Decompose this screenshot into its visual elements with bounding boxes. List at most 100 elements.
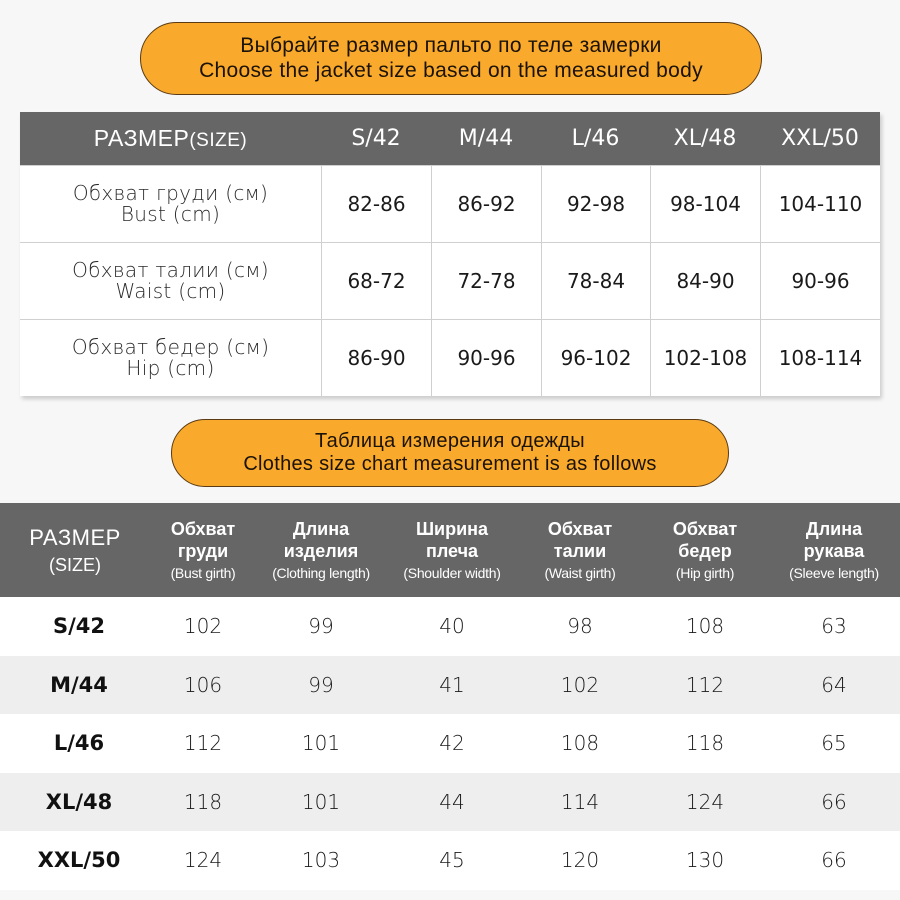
row-label-en: Bust (cm)	[120, 202, 221, 226]
header-ru-line2: изделия	[283, 540, 359, 561]
banner-text-en: Clothes size chart measurement is as fol…	[243, 453, 657, 475]
table-cell: 104-110	[760, 166, 880, 242]
header-en: (Hip girth)	[675, 565, 735, 582]
header-en: (Shoulder width)	[403, 565, 501, 582]
row-label-en: Waist (cm)	[115, 279, 226, 303]
row-label-ru: Обхват бедер (см)	[71, 335, 270, 359]
table-cell: 118	[183, 789, 223, 814]
header-ru-line2: рукава	[803, 540, 865, 561]
size-header-l: L/46	[571, 126, 620, 151]
row-size: L/46	[53, 731, 105, 756]
table-cell: 99	[308, 614, 334, 639]
size-label-ru: РАЗМЕР	[93, 125, 190, 151]
table-cell: 84-90	[650, 243, 760, 319]
table-cell: 108	[560, 731, 600, 756]
table-cell: 68-72	[321, 243, 431, 319]
column-header-sleeve-length: Длина рукава (Sleeve length)	[768, 519, 900, 581]
table-cell: 86-92	[431, 166, 541, 242]
table-cell: 99	[308, 672, 334, 697]
table-cell: 118	[685, 731, 725, 756]
banner-text-en: Choose the jacket size based on the meas…	[199, 58, 703, 82]
column-header-hip-girth: Обхват бедер (Hip girth)	[642, 519, 768, 581]
body-measure-banner: Выбрайте размер пальто по теле замерки C…	[140, 22, 762, 95]
table-cell: 66	[821, 848, 847, 873]
table-cell: 124	[183, 848, 223, 873]
row-label: Обхват груди (см) Bust (cm)	[20, 166, 321, 242]
table-cell: 102-108	[650, 320, 760, 396]
garment-size-table: РАЗМЕР (SIZE) Обхват груди (Bust girth) …	[0, 503, 900, 890]
table-cell: 108-114	[760, 320, 880, 396]
table-header: РАЗМЕР(SIZE) S/42 M/44 L/46 XL/48 XXL/50	[20, 112, 880, 165]
size-column-header: РАЗМЕР (SIZE)	[0, 525, 150, 576]
row-size: S/42	[52, 614, 106, 639]
table-cell: 66	[821, 789, 847, 814]
banner-text-ru: Таблица измерения одежды	[315, 430, 585, 452]
table-cell: 112	[183, 731, 223, 756]
header-en: (Waist girth)	[544, 565, 616, 582]
size-header-xl: XL/48	[673, 126, 737, 151]
garment-chart-banner: Таблица измерения одежды Clothes size ch…	[171, 419, 729, 487]
table-cell: 64	[821, 672, 847, 697]
size-header-xxl: XXL/50	[781, 126, 859, 151]
table-cell: 102	[183, 614, 223, 639]
table-cell: 101	[301, 731, 341, 756]
row-label-ru: Обхват груди (см)	[72, 181, 269, 205]
header-en: (Clothing length)	[272, 565, 370, 582]
row-size: XXL/50	[37, 848, 121, 873]
table-cell: 103	[301, 848, 341, 873]
table-row: XXL/50 124 103 45 120 130 66	[0, 831, 900, 890]
table-cell: 42	[439, 731, 465, 756]
banner-text-ru: Выбрайте размер пальто по теле замерки	[240, 34, 662, 58]
size-label-ru: РАЗМЕР	[29, 524, 121, 550]
size-header-s: S/42	[351, 126, 401, 151]
row-label-en: Hip (cm)	[126, 356, 215, 380]
table-cell: 86-90	[321, 320, 431, 396]
table-cell: 98	[567, 614, 593, 639]
table-row: L/46 112 101 42 108 118 65	[0, 714, 900, 773]
header-ru-line1: Длина	[292, 518, 350, 539]
table-row-bust: Обхват груди (см) Bust (cm) 82-86 86-92 …	[20, 165, 880, 242]
size-column-header: РАЗМЕР(SIZE)	[20, 125, 321, 152]
size-header-m: M/44	[458, 126, 514, 151]
row-label: Обхват талии (см) Waist (cm)	[20, 243, 321, 319]
table-cell: 112	[685, 672, 725, 697]
header-ru-line2: плеча	[425, 540, 479, 561]
table-cell: 72-78	[431, 243, 541, 319]
table-row-hip: Обхват бедер (см) Hip (cm) 86-90 90-96 9…	[20, 319, 880, 396]
header-ru-line1: Длина	[805, 518, 863, 539]
header-en: (Sleeve length)	[789, 565, 879, 582]
table-cell: 63	[821, 614, 847, 639]
header-ru-line2: бедер	[678, 540, 732, 561]
table-cell: 65	[821, 731, 847, 756]
size-label-en: (SIZE)	[189, 130, 248, 151]
table-cell: 106	[183, 672, 223, 697]
body-size-table: РАЗМЕР(SIZE) S/42 M/44 L/46 XL/48 XXL/50…	[20, 112, 880, 396]
header-en: (Bust girth)	[170, 565, 236, 582]
column-header-bust-girth: Обхват груди (Bust girth)	[150, 519, 256, 581]
table-cell: 108	[685, 614, 725, 639]
table-cell: 130	[685, 848, 725, 873]
table-cell: 114	[560, 789, 600, 814]
table-cell: 82-86	[321, 166, 431, 242]
table-row: S/42 102 99 40 98 108 63	[0, 597, 900, 656]
header-ru-line2: груди	[177, 540, 229, 561]
table-cell: 96-102	[541, 320, 650, 396]
table-cell: 101	[301, 789, 341, 814]
table-header: РАЗМЕР (SIZE) Обхват груди (Bust girth) …	[0, 503, 900, 597]
header-ru-line1: Обхват	[672, 518, 738, 539]
table-cell: 45	[439, 848, 465, 873]
table-cell: 120	[560, 848, 600, 873]
row-size: M/44	[50, 672, 108, 697]
table-cell: 90-96	[760, 243, 880, 319]
table-row-waist: Обхват талии (см) Waist (cm) 68-72 72-78…	[20, 242, 880, 319]
table-cell: 90-96	[431, 320, 541, 396]
table-row: XL/48 118 101 44 114 124 66	[0, 772, 900, 831]
header-ru-line1: Обхват	[170, 518, 236, 539]
table-row: M/44 106 99 41 102 112 64	[0, 655, 900, 714]
column-header-shoulder-width: Ширина плеча (Shoulder width)	[386, 519, 518, 581]
table-cell: 92-98	[541, 166, 650, 242]
column-header-clothing-length: Длина изделия (Clothing length)	[256, 519, 386, 581]
table-cell: 124	[685, 789, 725, 814]
header-ru-line1: Ширина	[415, 518, 489, 539]
table-cell: 98-104	[650, 166, 760, 242]
